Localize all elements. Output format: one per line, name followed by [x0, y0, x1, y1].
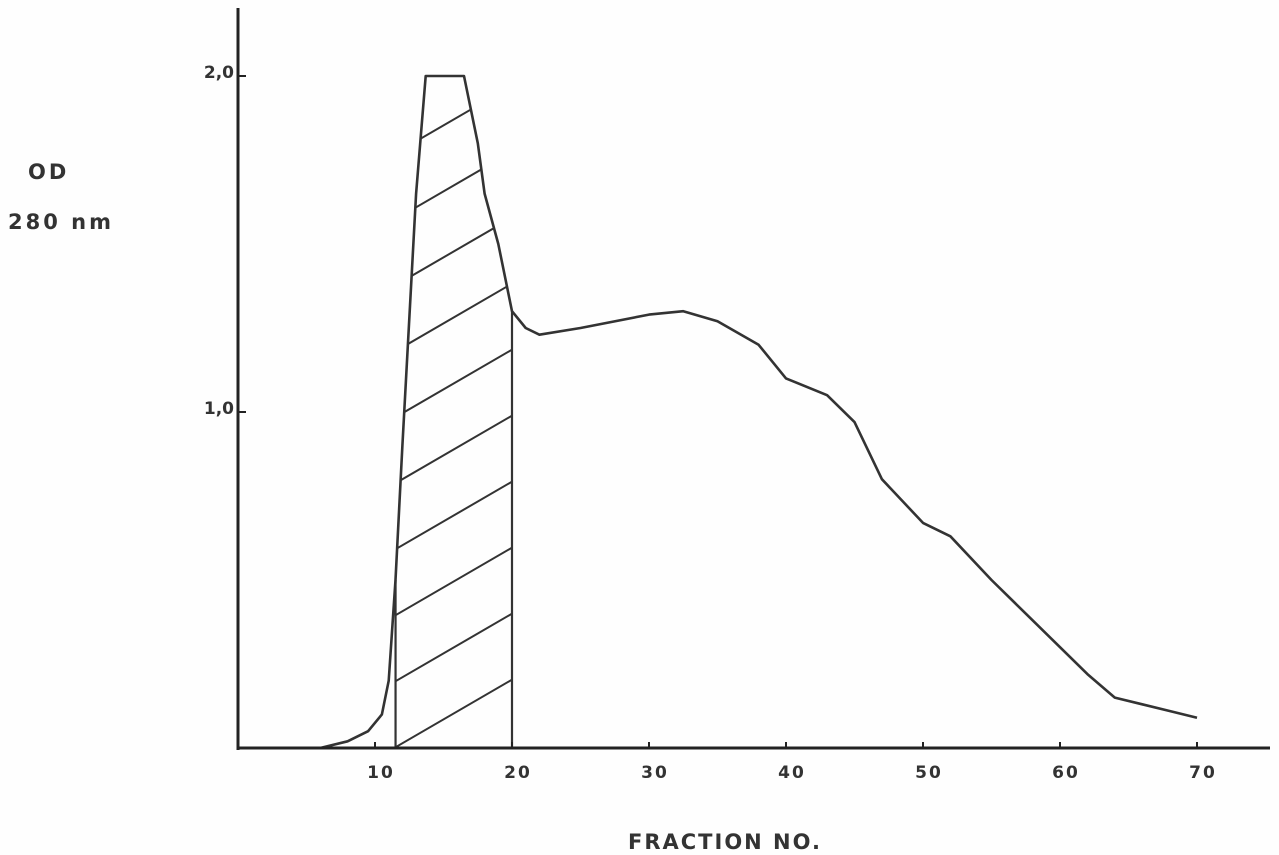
hatch-line: [395, 672, 512, 748]
y-axis-label-line1: OD: [28, 160, 70, 184]
y-tick-label: 2,0: [204, 63, 234, 83]
x-tick-label: 60: [1052, 763, 1080, 783]
hatch-line: [395, 342, 512, 424]
series-line: [319, 74, 1198, 750]
hatch-line: [395, 540, 512, 622]
hatch-line: [395, 210, 512, 292]
hatch-line: [395, 76, 512, 94]
hatch-line: [395, 606, 512, 688]
x-tick-label: 70: [1189, 763, 1217, 783]
x-tick-label: 50: [915, 763, 943, 783]
x-tick-label: 20: [504, 763, 532, 783]
hatch-line: [395, 144, 512, 226]
hatch-line: [395, 408, 512, 490]
x-axis-title: FRACTION NO.: [628, 830, 822, 854]
y-axis-label-line2: 280 nm: [8, 210, 114, 234]
hatch-line: [395, 474, 512, 556]
y-tick-label: 1,0: [204, 399, 234, 419]
hatch-line: [386, 0, 522, 27]
x-tick-label: 10: [367, 763, 395, 783]
x-tick-label: 40: [778, 763, 806, 783]
hatch-line: [395, 276, 512, 358]
x-tick-label: 30: [641, 763, 669, 783]
hatch-line: [395, 78, 512, 160]
